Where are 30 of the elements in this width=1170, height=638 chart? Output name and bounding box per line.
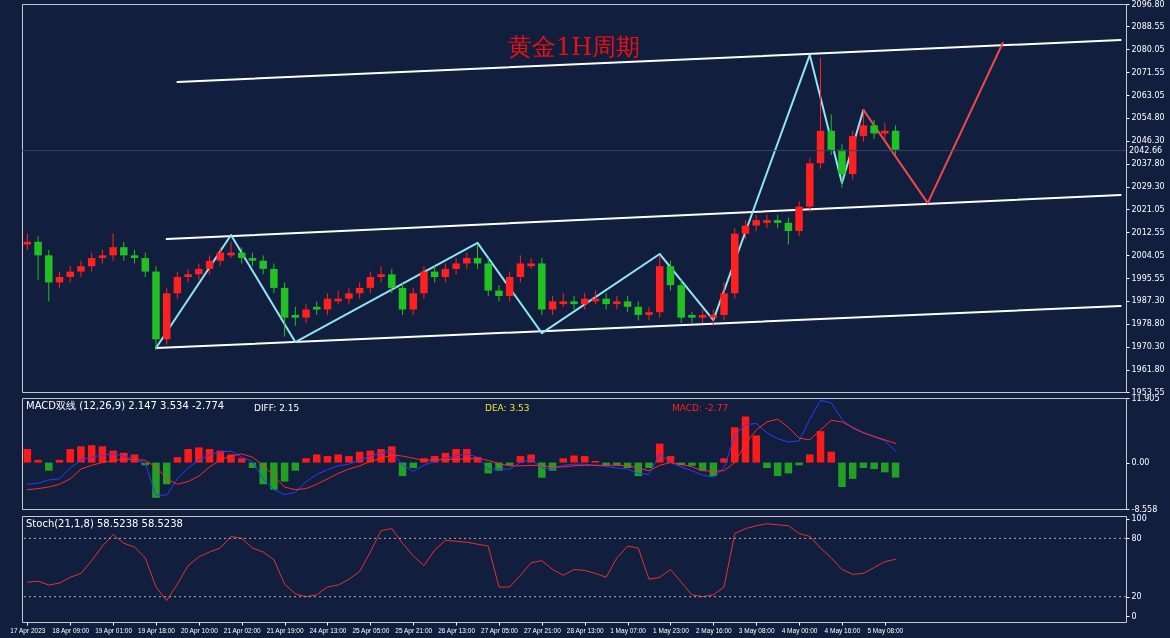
y-tick-label: 2054.80 (1131, 113, 1165, 123)
y-tick-label: 1987.30 (1131, 296, 1165, 306)
y-tick-label: 2029.30 (1131, 182, 1165, 192)
y-tick-label: 20 (1131, 592, 1142, 602)
y-tick-label: 1961.80 (1131, 365, 1165, 375)
y-tick-label: 100 (1131, 514, 1147, 524)
y-tick-label: -8.558 (1131, 504, 1158, 514)
y-tick-label: 2088.55 (1131, 21, 1165, 31)
chart-title: MACD双线 (12,26,9) 2.147 3.534 -2.774 (26, 400, 225, 411)
annotation: MACD: -2.77 (672, 403, 729, 413)
y-tick-label: 2012.55 (1131, 227, 1165, 237)
y-tick-label: 2004.05 (1131, 250, 1165, 260)
annotation: DIFF: 2.15 (254, 403, 300, 413)
y-tick-label: 1978.80 (1131, 319, 1165, 329)
y-tick-label: 2063.05 (1131, 90, 1165, 100)
annotation: DEA: 3.53 (485, 403, 530, 413)
y-tick-label: 2037.80 (1131, 159, 1165, 169)
chart-title: Stoch(21,1,8) 58.5238 58.5238 (26, 518, 183, 529)
y-tick-label: 0.00 (1131, 458, 1150, 468)
ref-line-label: 2042.66 (1129, 145, 1163, 155)
y-tick-label: 1970.30 (1131, 342, 1165, 352)
y-tick-label: 2046.30 (1131, 136, 1165, 146)
y-tick-label: 2071.55 (1131, 67, 1165, 77)
y-tick-label: 2021.05 (1131, 204, 1165, 214)
y-tick-label: 1995.55 (1131, 273, 1165, 283)
y-tick-label: 2080.05 (1131, 44, 1165, 54)
y-tick-label: 0 (1131, 611, 1137, 621)
y-tick-label: 80 (1131, 533, 1142, 543)
text: 黄金1H周期 (507, 33, 641, 61)
y-tick-label: 2096.80 (1131, 0, 1165, 9)
